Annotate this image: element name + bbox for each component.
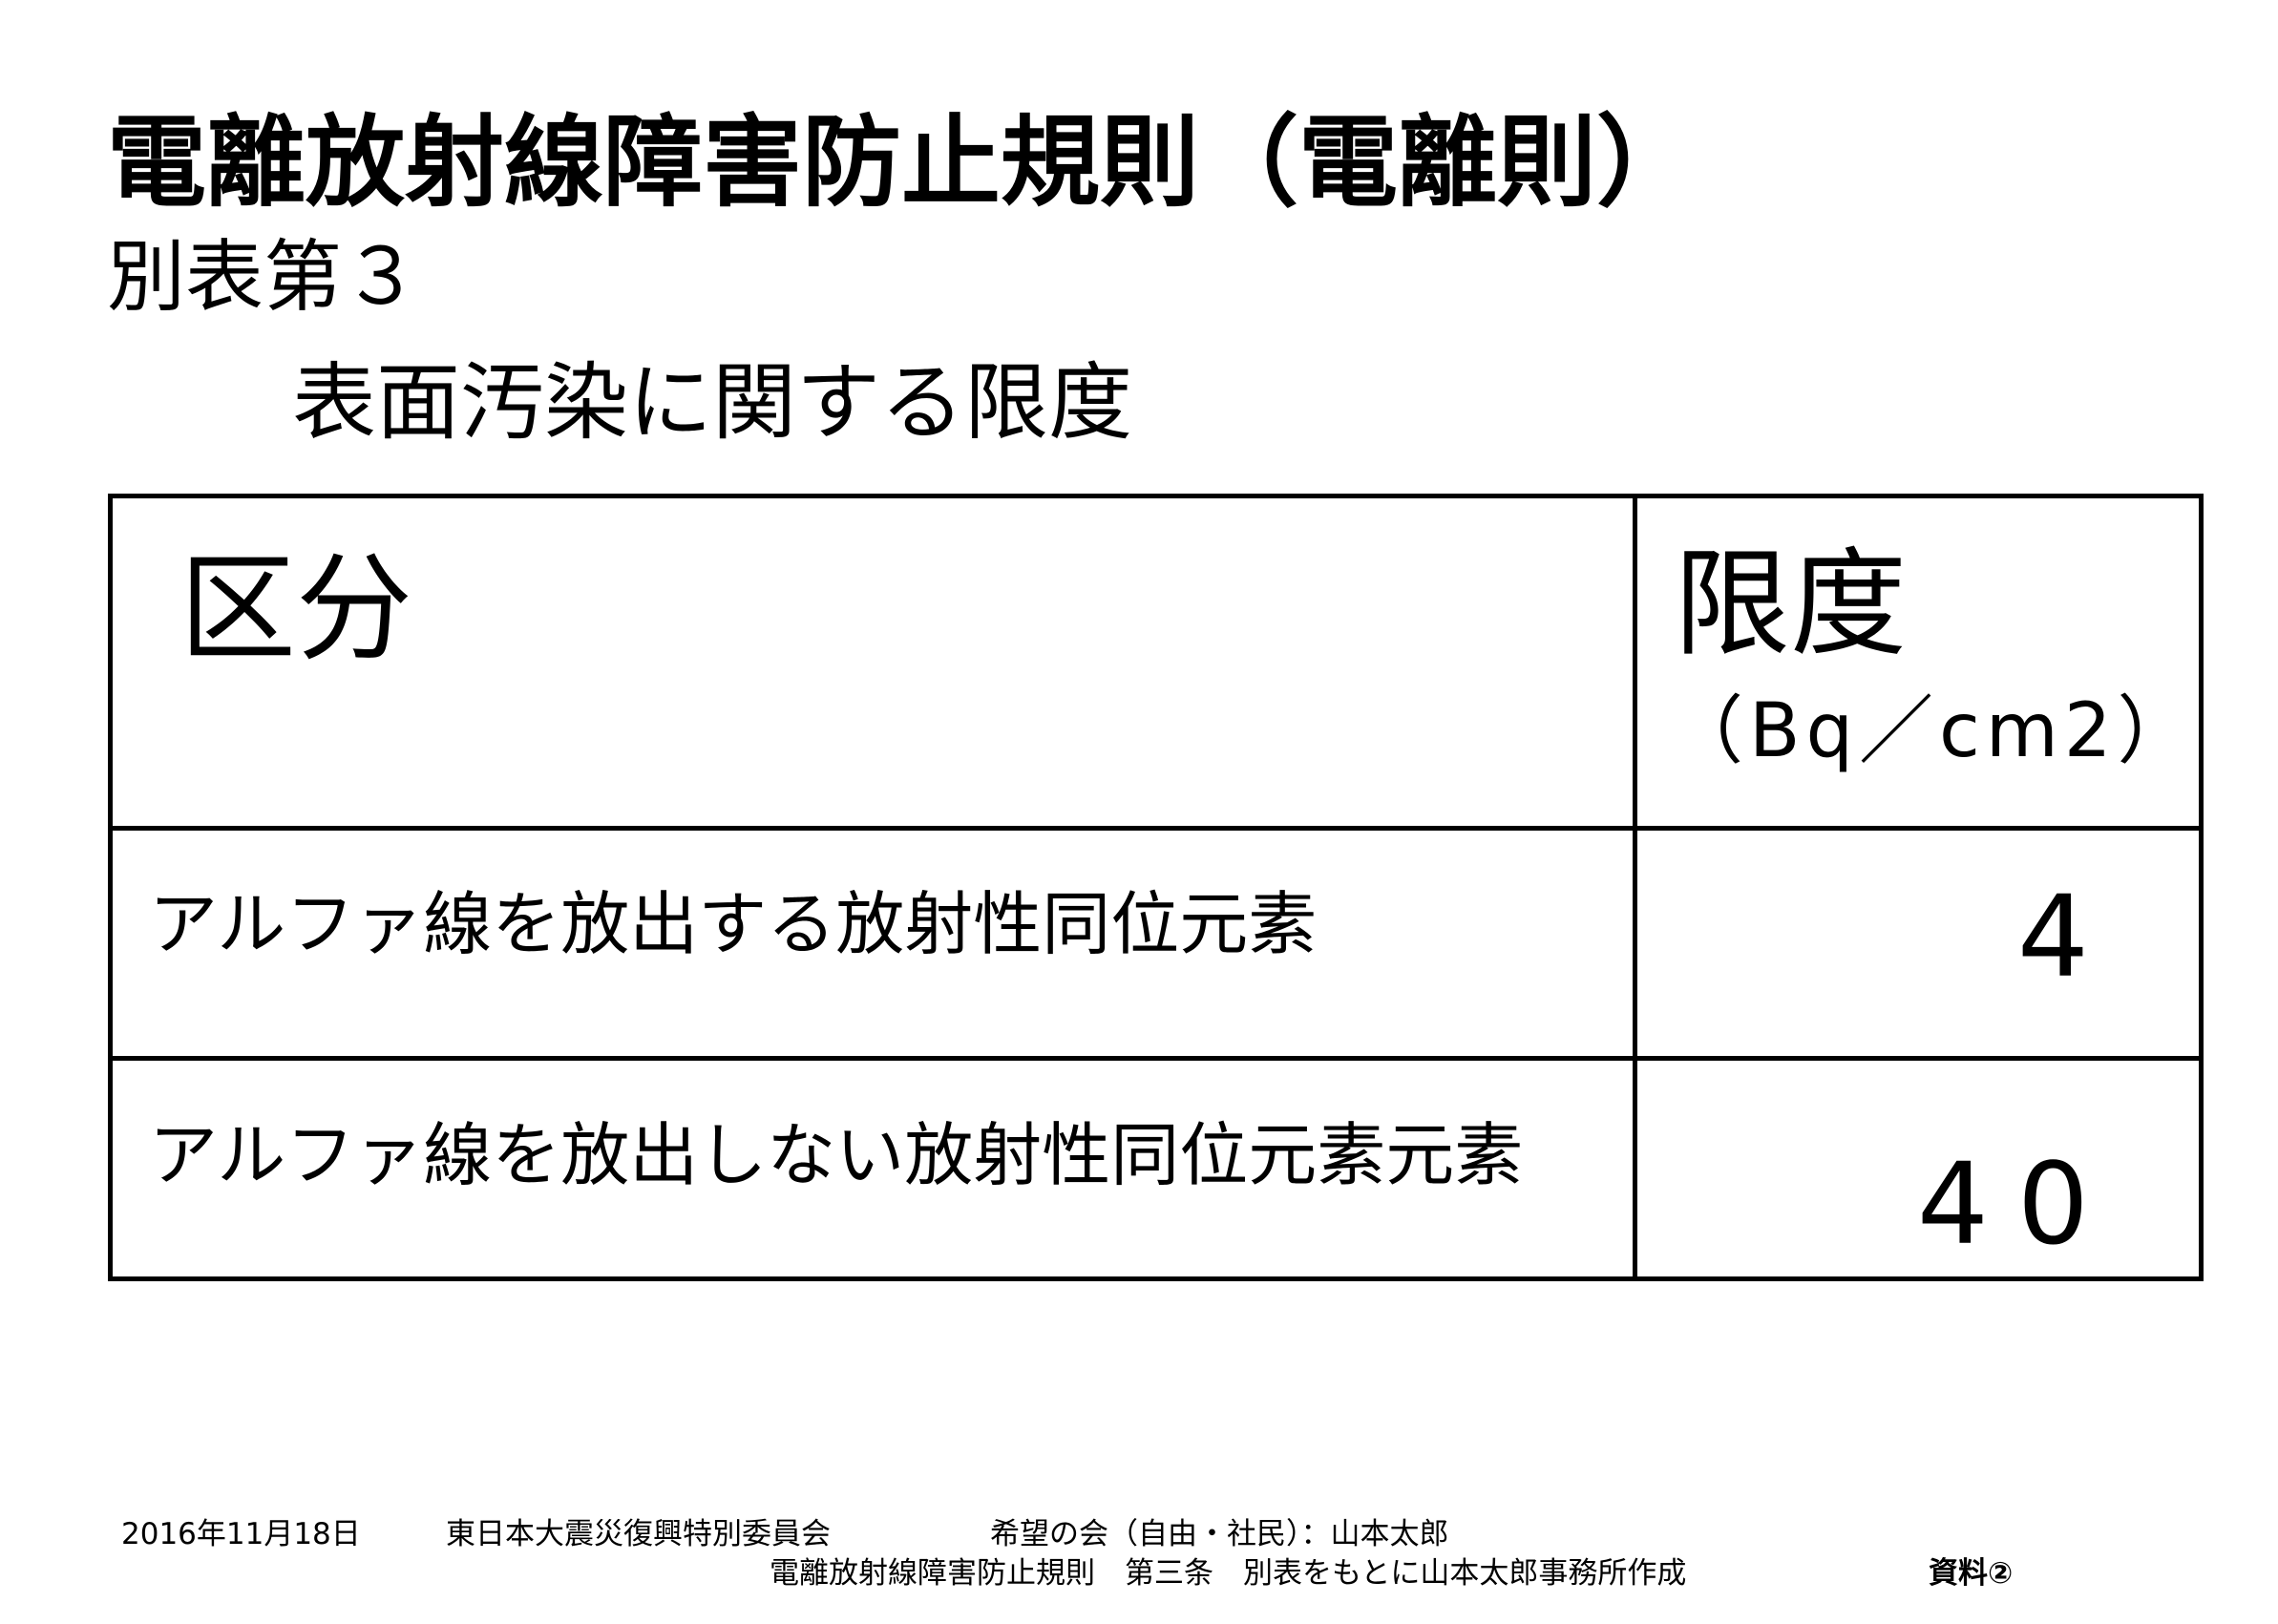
section-heading: 表面汚染に関する限度 <box>292 353 1133 452</box>
subtitle: 別表第３ <box>107 232 421 323</box>
footer-source: 電離放射線障害防止規則 第三条 別表をもとに山本太郎事務所作成 <box>770 1556 1687 1591</box>
row-limit: 40 <box>1916 1138 2118 1270</box>
footer-doc-label: 資料② <box>1929 1556 2014 1591</box>
footer-committee: 東日本大震災復興特別委員会 <box>446 1517 831 1551</box>
row-category: アルファ線を放出しない放射性同位元素元素 <box>149 1115 1524 1195</box>
row-category: アルファ線を放出する放射性同位元素 <box>149 884 1318 964</box>
column-divider <box>1633 498 1637 1276</box>
limits-table: 区分 限度 （Bq／cm2） アルファ線を放出する放射性同位元素 4 アルファ線… <box>108 494 2204 1281</box>
footer-date: 2016年11月18日 <box>121 1517 361 1551</box>
row-limit: 4 <box>2016 871 2118 1002</box>
page-title: 電離放射線障害防止規則（電離則） <box>107 104 1697 221</box>
footer-speaker: 希望の会（自由・社民）：山本太郎 <box>990 1517 1449 1551</box>
header-limit: 限度 <box>1674 537 1907 672</box>
row-divider <box>113 1056 2199 1061</box>
header-category: 区分 <box>179 541 412 677</box>
header-unit: （Bq／cm2） <box>1669 688 2198 774</box>
row-divider <box>113 826 2199 831</box>
